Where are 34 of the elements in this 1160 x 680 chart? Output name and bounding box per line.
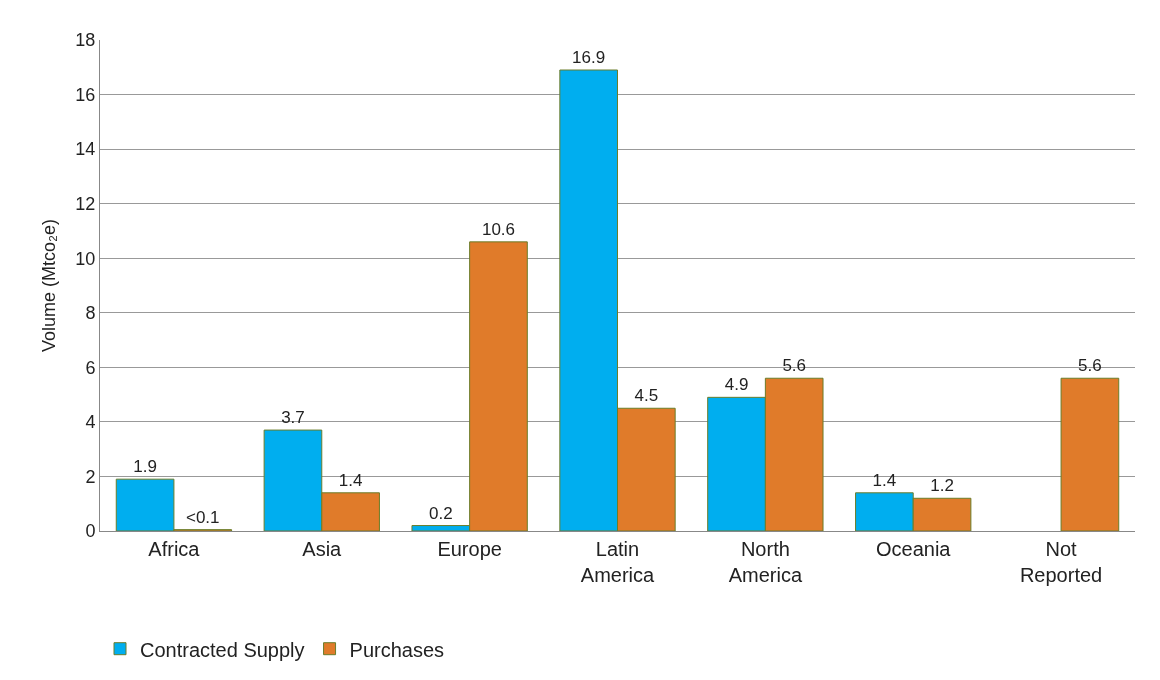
x-tick-label: Not Reported [1019, 538, 1103, 586]
y-axis-title: Volume (Mtco₂e) [38, 218, 59, 353]
data-label: 5.6 [782, 356, 807, 376]
y-tick-label: 16 [75, 84, 96, 105]
bar [1060, 377, 1120, 531]
y-tick-label: 8 [85, 303, 96, 324]
data-label: 4.9 [724, 375, 749, 395]
data-label: 1.4 [872, 470, 897, 490]
data-label: 10.6 [481, 219, 516, 239]
y-tick-label: 10 [75, 248, 96, 269]
x-tick-label: Europe [437, 538, 502, 560]
x-tick-label: Latin America [580, 538, 656, 586]
data-label: 3.7 [281, 408, 305, 428]
x-tick-label: Asia [302, 538, 343, 560]
x-tick-label: Oceania [875, 538, 952, 560]
y-tick-label: 2 [85, 466, 96, 487]
legend-label: Purchases [349, 638, 445, 661]
data-label: 0.2 [428, 503, 453, 523]
y-tick-label: 4 [85, 412, 96, 433]
y-tick-label: 6 [85, 357, 96, 378]
data-label: 1.9 [133, 457, 157, 477]
y-tick-label: 0 [85, 521, 96, 542]
data-label: <0.1 [185, 507, 220, 527]
data-label: 4.5 [634, 386, 659, 406]
y-tick-label: 14 [75, 139, 96, 160]
legend-label: Contracted Supply [140, 638, 305, 661]
y-tick-label: 12 [75, 193, 96, 214]
x-tick-label: North America [728, 538, 803, 586]
data-label: 1.4 [338, 470, 363, 490]
data-label: 5.6 [1078, 356, 1102, 376]
data-label: 1.2 [930, 476, 954, 496]
y-tick-label: 18 [75, 30, 96, 51]
data-label: 16.9 [572, 48, 606, 68]
x-tick-label: Africa [148, 538, 201, 560]
